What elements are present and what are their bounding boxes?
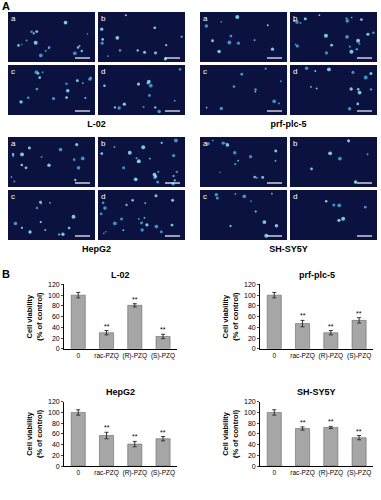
svg-text:100: 100	[48, 409, 60, 416]
svg-text:b: b	[293, 14, 298, 23]
svg-text:rac-PZQ: rac-PZQ	[290, 352, 315, 360]
svg-text:d: d	[293, 67, 297, 76]
svg-text:60: 60	[248, 313, 256, 320]
svg-text:a: a	[203, 14, 208, 23]
svg-text:80: 80	[52, 302, 60, 309]
svg-text:c: c	[11, 67, 15, 76]
svg-text:100: 100	[244, 292, 256, 299]
svg-text:(S)-PZQ: (S)-PZQ	[151, 352, 175, 360]
svg-text:A: A	[2, 0, 10, 12]
svg-text:0: 0	[76, 352, 80, 359]
svg-text:c: c	[203, 192, 207, 201]
svg-text:80: 80	[52, 420, 60, 427]
svg-text:80: 80	[248, 420, 256, 427]
svg-text:Cell viability(% of control): Cell viability(% of control)	[25, 409, 44, 458]
svg-text:prf-plc-5: prf-plc-5	[299, 270, 335, 280]
svg-text:20: 20	[248, 335, 256, 342]
svg-text:0: 0	[252, 463, 256, 470]
svg-text:60: 60	[52, 430, 60, 437]
svg-text:rac-PZQ: rac-PZQ	[94, 469, 119, 477]
svg-text:40: 40	[248, 324, 256, 331]
svg-text:0: 0	[272, 469, 276, 476]
svg-text:(S)-PZQ: (S)-PZQ	[347, 469, 371, 477]
svg-text:(S)-PZQ: (S)-PZQ	[151, 469, 175, 477]
svg-text:20: 20	[52, 335, 60, 342]
svg-text:**: **	[104, 424, 110, 431]
svg-text:rac-PZQ: rac-PZQ	[94, 352, 119, 360]
svg-text:**: **	[104, 323, 110, 330]
svg-text:120: 120	[244, 281, 256, 288]
svg-text:(R)-PZQ: (R)-PZQ	[319, 352, 344, 360]
svg-text:**: **	[328, 418, 334, 425]
svg-text:**: **	[160, 429, 166, 436]
svg-text:a: a	[11, 14, 16, 23]
svg-text:d: d	[101, 192, 105, 201]
svg-text:120: 120	[48, 281, 60, 288]
svg-text:prf-plc-5: prf-plc-5	[271, 119, 307, 129]
svg-text:60: 60	[248, 430, 256, 437]
svg-text:d: d	[101, 67, 105, 76]
svg-text:**: **	[356, 428, 362, 435]
svg-text:**: **	[132, 433, 138, 440]
svg-text:120: 120	[48, 398, 60, 405]
svg-text:**: **	[328, 323, 334, 330]
svg-text:c: c	[203, 67, 207, 76]
svg-text:rac-PZQ: rac-PZQ	[290, 469, 315, 477]
svg-text:20: 20	[248, 452, 256, 459]
svg-text:L-02: L-02	[87, 119, 106, 129]
svg-text:100: 100	[48, 292, 60, 299]
svg-text:b: b	[101, 14, 106, 23]
svg-text:**: **	[300, 419, 306, 426]
svg-text:B: B	[2, 268, 10, 280]
svg-text:c: c	[11, 192, 15, 201]
svg-text:40: 40	[52, 441, 60, 448]
svg-text:b: b	[293, 139, 298, 148]
svg-text:(R)-PZQ: (R)-PZQ	[319, 469, 344, 477]
svg-text:0: 0	[56, 345, 60, 352]
svg-text:b: b	[101, 139, 106, 148]
svg-text:a: a	[11, 139, 16, 148]
svg-text:**: **	[356, 310, 362, 317]
svg-text:0: 0	[272, 352, 276, 359]
svg-text:HepG2: HepG2	[82, 244, 111, 254]
svg-text:60: 60	[52, 313, 60, 320]
svg-text:100: 100	[244, 409, 256, 416]
svg-text:(R)-PZQ: (R)-PZQ	[122, 469, 147, 477]
svg-text:L-02: L-02	[111, 270, 130, 280]
svg-text:0: 0	[76, 469, 80, 476]
svg-text:80: 80	[248, 302, 256, 309]
svg-text:d: d	[293, 192, 297, 201]
svg-text:(R)-PZQ: (R)-PZQ	[122, 352, 147, 360]
svg-text:40: 40	[52, 324, 60, 331]
svg-text:0: 0	[252, 345, 256, 352]
svg-text:**: **	[300, 312, 306, 319]
svg-text:20: 20	[52, 452, 60, 459]
svg-text:SH-SY5Y: SH-SY5Y	[297, 387, 336, 397]
svg-text:40: 40	[248, 441, 256, 448]
svg-text:Cell viability(% of control): Cell viability(% of control)	[25, 292, 44, 341]
svg-text:**: **	[132, 296, 138, 303]
svg-text:0: 0	[56, 463, 60, 470]
svg-text:(S)-PZQ: (S)-PZQ	[347, 352, 371, 360]
svg-text:a: a	[203, 139, 208, 148]
svg-text:SH-SY5Y: SH-SY5Y	[269, 244, 308, 254]
svg-text:**: **	[160, 326, 166, 333]
svg-text:Cell viability(% of control): Cell viability(% of control)	[221, 409, 240, 458]
svg-text:120: 120	[244, 398, 256, 405]
svg-text:HepG2: HepG2	[106, 387, 135, 397]
svg-text:Cell viability(% of control): Cell viability(% of control)	[221, 292, 240, 341]
